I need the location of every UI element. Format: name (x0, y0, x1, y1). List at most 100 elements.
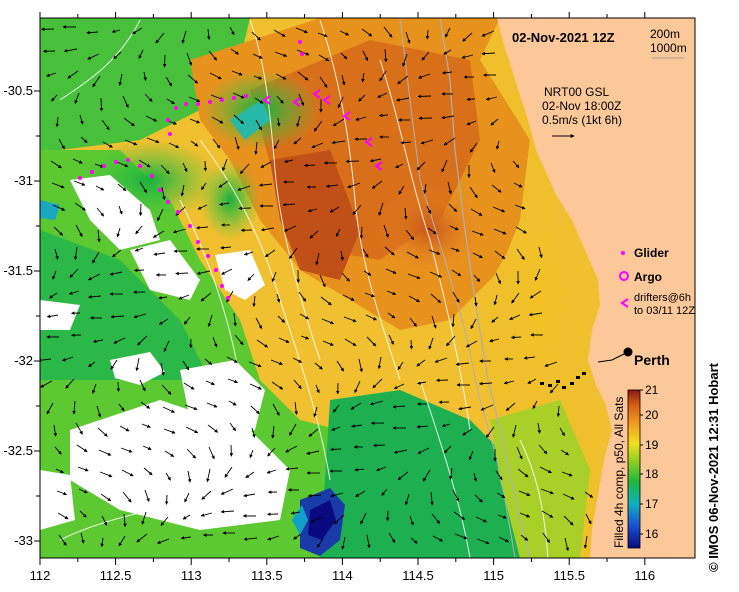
current-vector (490, 118, 499, 126)
current-vector (260, 161, 272, 168)
current-vector (509, 314, 521, 320)
current-vector (203, 160, 208, 172)
current-vector (96, 207, 105, 217)
current-vector (293, 137, 302, 145)
current-vector (155, 32, 165, 44)
current-vector (384, 246, 395, 256)
current-vector (583, 535, 588, 549)
current-vector (80, 532, 85, 544)
current-vector (212, 138, 221, 149)
current-vector (491, 316, 499, 323)
current-vector (118, 73, 123, 86)
current-vector (186, 52, 193, 66)
x-tick-label: 112 (30, 568, 51, 583)
axis-ticks (34, 12, 646, 565)
current-vector (137, 335, 148, 346)
current-vector (359, 226, 364, 239)
current-vector (303, 163, 316, 168)
current-vector (516, 248, 525, 260)
current-vector (156, 538, 170, 544)
current-vector (252, 53, 263, 59)
current-vector (529, 290, 542, 299)
current-vector (233, 114, 244, 125)
current-vector (405, 31, 411, 44)
current-vector (398, 185, 405, 195)
current-vector (239, 163, 250, 175)
current-vector (369, 400, 384, 406)
current-vector (182, 162, 188, 173)
current-vector (68, 290, 80, 295)
current-vector (138, 49, 144, 59)
current-vector (53, 226, 64, 236)
current-vector (207, 314, 213, 327)
colorbar-tick: 16 (645, 527, 659, 541)
current-vector (232, 92, 245, 99)
current-vector (336, 360, 344, 372)
current-vector (123, 117, 135, 127)
current-vector (100, 537, 104, 548)
current-vector (226, 290, 234, 303)
current-vector (534, 268, 541, 281)
current-vector (73, 246, 78, 261)
current-vector (219, 202, 230, 206)
current-vector (196, 225, 209, 230)
current-vector (208, 50, 217, 61)
current-vector (294, 401, 299, 415)
current-vector (296, 115, 301, 128)
colorbar-tick: 17 (645, 497, 659, 511)
current-vector (160, 362, 165, 376)
current-vector (49, 292, 58, 299)
current-vector (200, 512, 213, 517)
current-vector (264, 249, 276, 258)
current-vector (519, 512, 531, 518)
current-vector (351, 424, 363, 428)
current-vector (491, 184, 502, 193)
current-vector (157, 208, 164, 222)
current-vector (476, 538, 490, 545)
current-vector (175, 271, 189, 276)
current-vector (98, 449, 112, 456)
current-vector (158, 295, 168, 300)
current-vector (322, 340, 334, 346)
current-vector (252, 295, 256, 308)
current-vector (549, 383, 559, 394)
current-vector (532, 400, 538, 410)
current-vector (461, 54, 474, 59)
current-vector (46, 72, 57, 77)
current-vector (371, 180, 383, 189)
current-vector (168, 142, 180, 149)
current-vector (444, 27, 451, 38)
current-vector (175, 206, 186, 216)
current-vector (468, 450, 474, 461)
current-vector (141, 423, 151, 428)
current-vector (188, 96, 201, 103)
current-vector (473, 274, 481, 282)
current-vector (422, 469, 431, 482)
current-vector (273, 29, 286, 37)
current-vector (255, 119, 262, 131)
current-vector (292, 357, 303, 363)
current-vector (404, 493, 410, 506)
current-vector (451, 313, 455, 328)
current-vector (285, 467, 299, 471)
current-vector (231, 70, 243, 76)
current-vector (96, 405, 102, 418)
current-vector (441, 423, 451, 428)
current-vector (122, 95, 129, 108)
current-vector (180, 536, 192, 540)
current-vector (520, 534, 529, 541)
current-vector (562, 493, 575, 500)
current-vector (230, 48, 239, 55)
current-vector (492, 206, 506, 213)
current-vector (116, 381, 121, 392)
current-vector (113, 51, 122, 60)
current-vector (187, 470, 192, 483)
current-vector (377, 356, 382, 370)
current-vector (178, 294, 190, 300)
current-vector (201, 490, 212, 500)
current-vector (165, 76, 173, 87)
current-vector (249, 383, 262, 390)
x-tick-label: 116 (634, 568, 655, 583)
current-vector (161, 186, 166, 201)
current-vector (143, 467, 153, 476)
